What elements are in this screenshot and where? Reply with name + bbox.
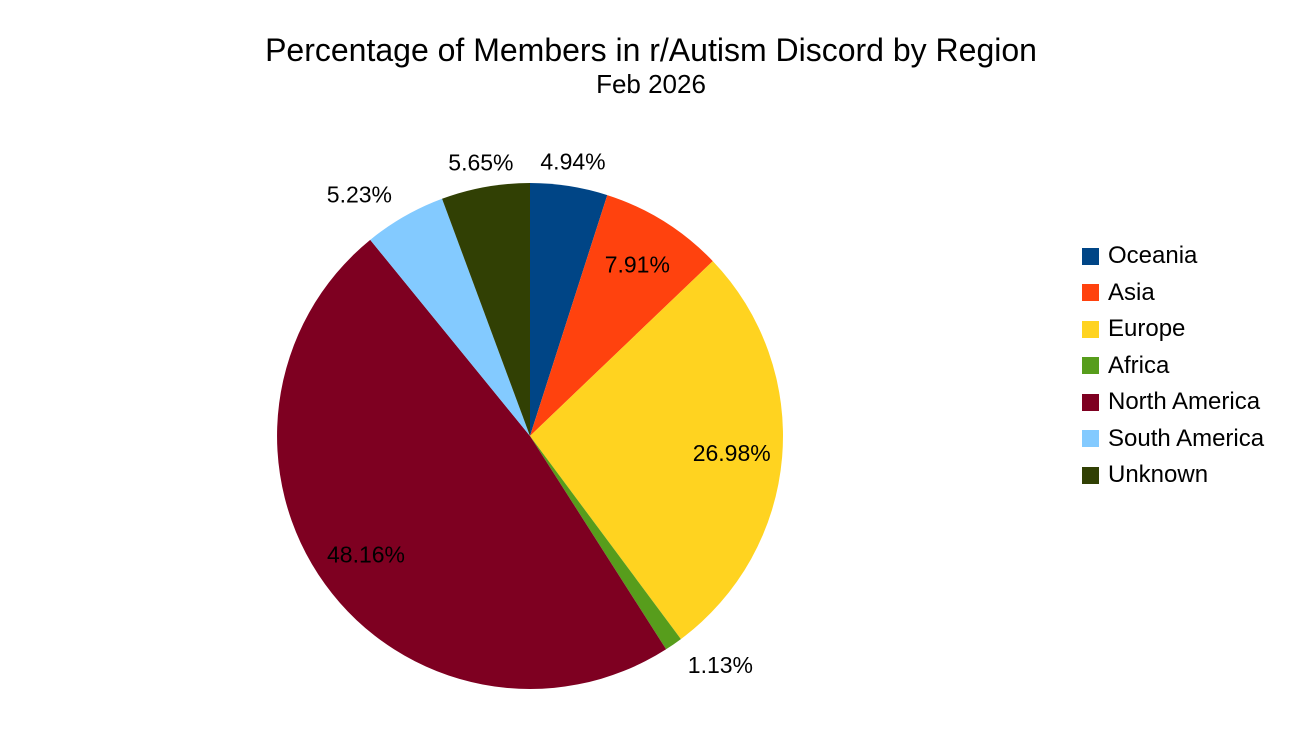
pie-slice-africa bbox=[530, 436, 681, 650]
data-label-unknown: 5.65% bbox=[448, 149, 513, 175]
legend-label: Unknown bbox=[1108, 461, 1209, 489]
legend-item-europe: Europe bbox=[1082, 311, 1264, 348]
legend-item-africa: Africa bbox=[1082, 348, 1264, 385]
chart-legend: Oceania Asia Europe Africa North America Sout… bbox=[1082, 238, 1264, 494]
data-label-oceania: 4.94% bbox=[540, 148, 605, 174]
legend-swatch-unknown bbox=[1082, 466, 1099, 484]
legend-swatch-north-america bbox=[1082, 393, 1099, 411]
legend-swatch-oceania bbox=[1082, 247, 1099, 265]
legend-item-south-america: South America bbox=[1082, 421, 1264, 458]
pie-slice-south-america bbox=[370, 198, 530, 436]
pie-slice-oceania bbox=[530, 183, 608, 436]
data-label-south-america: 5.23% bbox=[327, 182, 392, 208]
chart-title: Percentage of Members in r/Autism Discor… bbox=[265, 32, 1037, 68]
legend-item-unknown: Unknown bbox=[1082, 457, 1264, 494]
legend-label: Asia bbox=[1108, 278, 1155, 306]
legend-swatch-europe bbox=[1082, 320, 1099, 338]
legend-label: Africa bbox=[1108, 351, 1170, 379]
pie-slice-asia bbox=[530, 195, 713, 436]
data-label-asia: 7.91% bbox=[605, 251, 670, 277]
legend-swatch-south-america bbox=[1082, 430, 1099, 448]
legend-item-oceania: Oceania bbox=[1082, 238, 1264, 275]
legend-label: Oceania bbox=[1108, 242, 1198, 270]
pie-slice-europe bbox=[530, 261, 784, 640]
pie-data-labels: 4.94% 7.91% 26.98% 1.13% 48.16% 5.23% 5.65% bbox=[327, 148, 771, 678]
legend-swatch-africa bbox=[1082, 357, 1099, 375]
pie-slice-unknown bbox=[442, 183, 530, 436]
legend-item-north-america: North America bbox=[1082, 384, 1264, 421]
legend-label: Europe bbox=[1108, 315, 1186, 343]
legend-swatch-asia bbox=[1082, 284, 1099, 302]
legend-item-asia: Asia bbox=[1082, 275, 1264, 312]
data-label-africa: 1.13% bbox=[688, 652, 753, 678]
legend-label: North America bbox=[1108, 388, 1261, 416]
pie-slices bbox=[277, 183, 784, 689]
data-label-europe: 26.98% bbox=[693, 440, 771, 466]
chart-subtitle: Feb 2026 bbox=[596, 69, 706, 99]
legend-label: South America bbox=[1108, 424, 1265, 452]
pie-slice-north-america bbox=[277, 239, 667, 689]
data-label-north-america: 48.16% bbox=[327, 542, 405, 568]
